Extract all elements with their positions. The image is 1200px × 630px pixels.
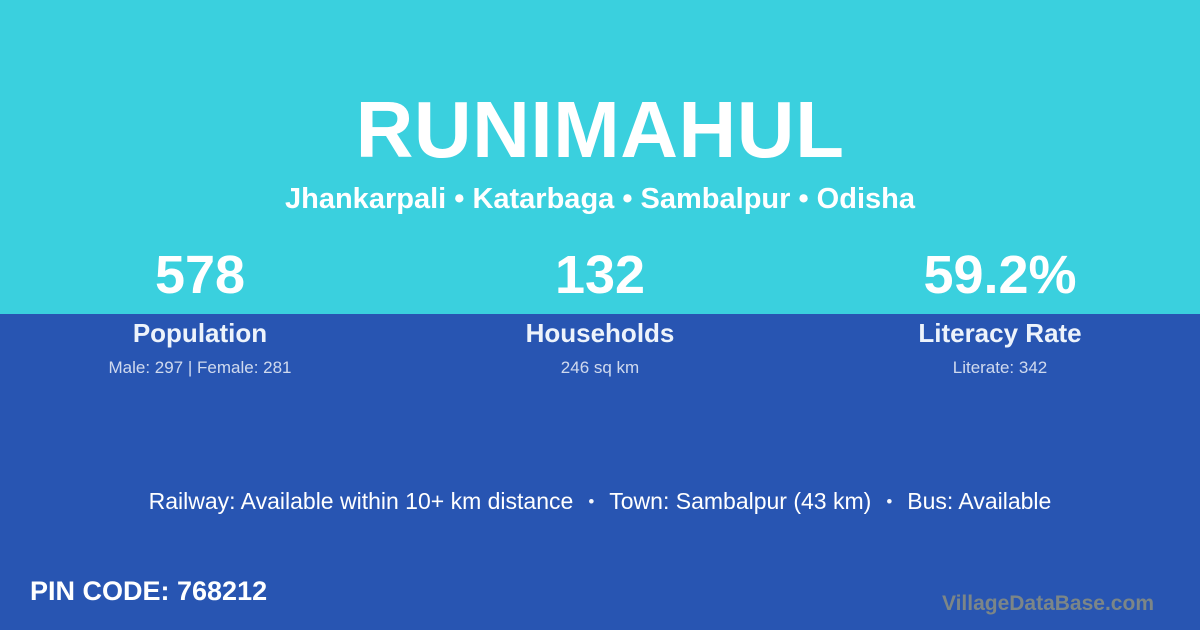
households-detail: 246 sq km [560,357,640,377]
literacy-rate-stat-cell: Literacy Rate Literate: 342 [800,319,1200,378]
households-label: Households [525,318,675,348]
population-stat-cell: Population Male: 297 | Female: 281 [0,319,400,378]
population-detail: Male: 297 | Female: 281 [108,357,292,377]
population-value: 578 [154,245,246,305]
town-info: Town: Sambalpur (43 km) [609,487,872,514]
site-watermark: VillageDataBase.com [941,592,1154,615]
stat-values-row: 578 132 59.2% [0,248,1200,314]
bus-info: Bus: Available [907,487,1052,514]
stat-labels-row: Population Male: 297 | Female: 281 House… [0,314,1200,378]
population-label: Population [132,318,268,348]
pin-code: PIN CODE: 768212 [30,576,268,606]
railway-info: Railway: Available within 10+ km distanc… [148,487,574,514]
households-stat-cell: Households 246 sq km [400,319,800,378]
village-name: RUNIMAHUL [355,85,845,174]
bottom-section: Population Male: 297 | Female: 281 House… [0,314,1200,630]
literacy-rate-label: Literacy Rate [918,318,1082,348]
literacy-rate-value: 59.2% [923,245,1077,305]
bullet-separator: • [886,491,893,511]
footer: PIN CODE: 768212 VillageDataBase.com [0,576,1200,630]
top-section: RUNIMAHUL Jhankarpali • Katarbaga • Samb… [0,0,1200,314]
amenities-info-line: Railway: Available within 10+ km distanc… [0,488,1200,515]
bullet-separator: • [588,491,595,511]
location-breadcrumb: Jhankarpali • Katarbaga • Sambalpur • Od… [285,183,915,215]
households-value: 132 [554,245,646,305]
literacy-rate-detail: Literate: 342 [952,357,1048,377]
